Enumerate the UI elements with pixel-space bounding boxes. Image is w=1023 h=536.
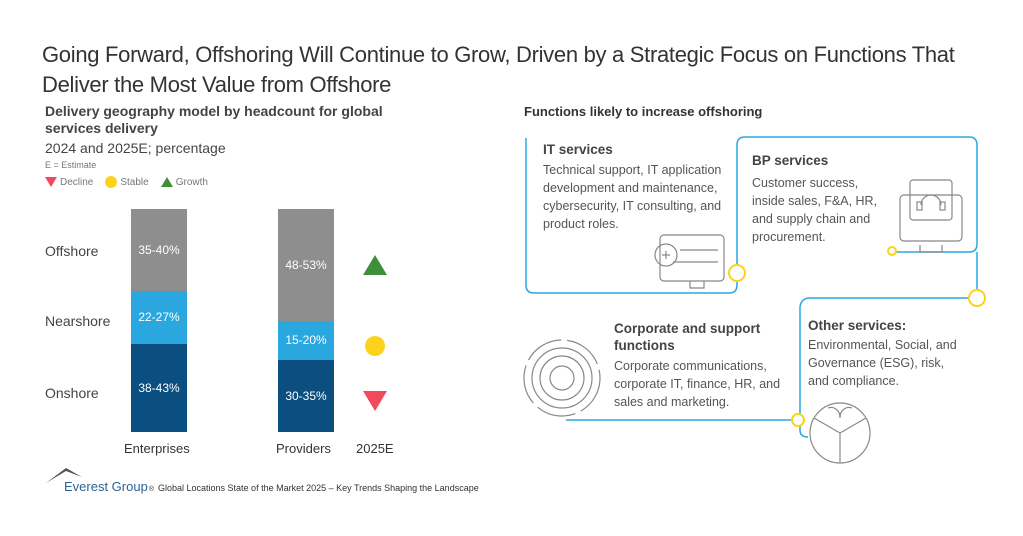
legend-label: Decline [60, 176, 94, 188]
footer: Everest Group ® Global Locations State of… [64, 479, 479, 494]
legend-label: Stable [120, 176, 149, 188]
bar-segment-offshore-providers: 48-53% [278, 209, 334, 322]
growth-triangle-up-icon [363, 255, 387, 275]
it-services-text: Technical support, IT application develo… [543, 163, 722, 231]
bar-segment-onshore-providers: 30-35% [278, 359, 334, 432]
other-services-text: Environmental, Social, and Governance (E… [808, 338, 957, 388]
icons [523, 179, 963, 464]
chart-title: Delivery geography model by headcount fo… [45, 103, 383, 136]
estimate-note: E = Estimate [45, 160, 97, 170]
legend-label: Growth [175, 176, 208, 188]
corporate-heading: Corporate and support functions [614, 321, 761, 353]
row-label-offshore: Offshore [45, 243, 99, 259]
decline-triangle-down-icon [363, 391, 387, 411]
category-label-providers: Providers [276, 441, 331, 456]
category-label-enterprises: Enterprises [124, 441, 190, 456]
data-label: 48-53% [285, 258, 327, 273]
legend-growth: Growth [160, 176, 208, 188]
legend: Decline Stable Growth [45, 176, 208, 188]
triangle-up-icon [160, 177, 173, 187]
triangle-down-icon [45, 177, 57, 187]
registered-mark: ® [148, 486, 154, 493]
bp-services-text: Customer success, inside sales, F&A, HR,… [752, 176, 878, 244]
row-label-onshore: Onshore [45, 385, 99, 401]
source-text: Global Locations State of the Market 202… [158, 483, 479, 493]
chart-subtitle: 2024 and 2025E; percentage [45, 140, 226, 156]
bar-segment-onshore-enterprises: 38-43% [131, 343, 187, 432]
row-label-nearshore: Nearshore [45, 313, 111, 329]
trend-column-label: 2025E [356, 441, 394, 456]
data-label: 15-20% [285, 333, 327, 348]
legend-stable: Stable [105, 176, 149, 188]
data-label: 30-35% [285, 388, 327, 403]
everest-logo-icon [46, 468, 82, 483]
circle-icon [105, 176, 118, 188]
brand-logo: Everest Group [64, 479, 148, 494]
bar-segment-nearshore-enterprises: 22-27% [131, 290, 187, 344]
bp-services-heading: BP services [752, 153, 829, 168]
page-title: Going Forward, Offshoring Will Continue … [42, 42, 955, 97]
functions-title: Functions likely to increase offshoring [524, 104, 763, 119]
stable-circle-icon [365, 336, 385, 356]
corporate-text: Corporate communications, corporate IT, … [614, 359, 781, 409]
data-label: 35-40% [138, 242, 180, 257]
data-label: 38-43% [138, 380, 180, 395]
bar-segment-offshore-enterprises: 35-40% [131, 209, 187, 291]
it-services-heading: IT services [543, 142, 613, 157]
bar-segment-nearshore-providers: 15-20% [278, 321, 334, 360]
other-services-heading: Other services: [808, 318, 907, 333]
data-label: 22-27% [138, 310, 180, 325]
legend-decline: Decline [45, 177, 93, 188]
